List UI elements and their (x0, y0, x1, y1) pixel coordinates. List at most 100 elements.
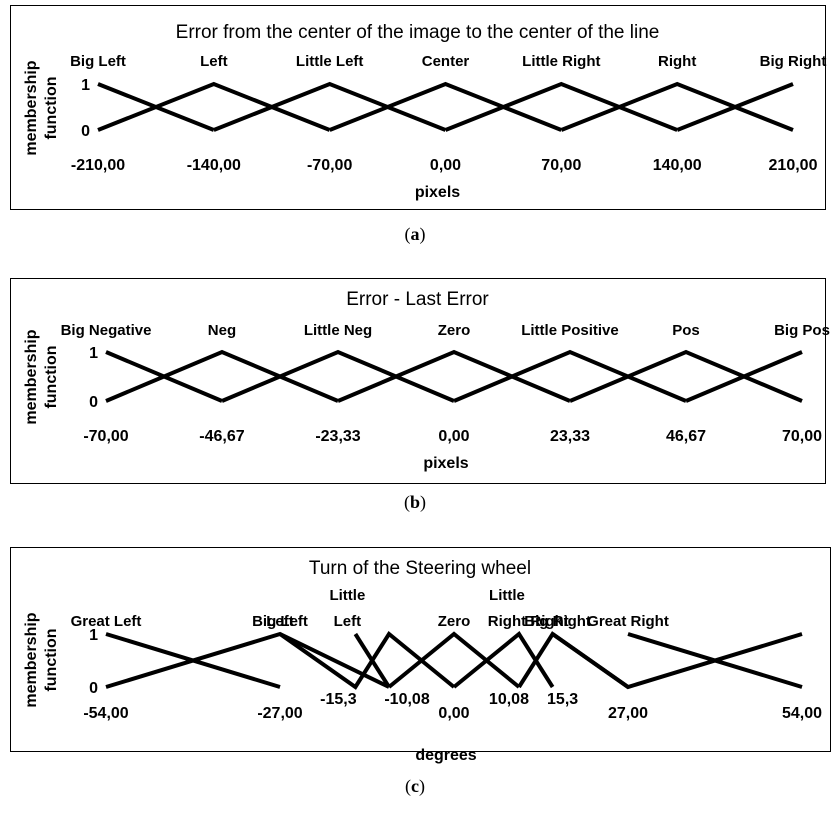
y-axis-label: membership (23, 612, 40, 707)
x-inner-tick-label: -10,08 (384, 691, 429, 708)
y-tick-label: 1 (81, 77, 90, 94)
chart-frame (10, 278, 826, 484)
x-tick-label: 210,00 (769, 157, 818, 174)
x-tick-label: 0,00 (430, 157, 461, 174)
set-label-big-left: Big Left (252, 613, 308, 630)
membership-line-little-positive (453, 349, 687, 403)
x-tick-label: 54,00 (782, 705, 822, 722)
x-tick-label: 46,67 (666, 428, 706, 445)
caption-letter: a (411, 224, 420, 244)
x-inner-tick-label: 15,3 (547, 691, 578, 708)
x-tick-label: -140,00 (187, 157, 241, 174)
membership-line-little-neg (221, 349, 455, 403)
y-tick-label: 1 (89, 627, 98, 644)
set-label-left: Left (266, 613, 294, 630)
x-tick-label: -46,67 (199, 428, 244, 445)
x-tick-label: 0,00 (438, 428, 469, 445)
x-inner-tick-label: 10,08 (489, 691, 529, 708)
caption-paren: ( (404, 492, 410, 513)
set-label-little-positive: Little Positive (521, 322, 619, 339)
membership-line-right (517, 631, 630, 689)
x-tick-label: -23,33 (315, 428, 360, 445)
set-label-little-right: Little Right (522, 53, 600, 70)
x-tick-label: 23,33 (550, 428, 590, 445)
set-label-big-negative: Big Negative (61, 322, 152, 339)
set-label-little-left: Little Left (296, 53, 364, 70)
set-label-big-right: Big Right (524, 613, 591, 630)
x-tick-label: 0,00 (438, 705, 469, 722)
y-axis-label: function (43, 76, 60, 139)
x-tick-label: 70,00 (782, 428, 822, 445)
membership-line-little-right (452, 631, 555, 689)
y-tick-label: 0 (89, 394, 98, 411)
set-label-right: Right (530, 613, 568, 630)
x-tick-label: 27,00 (608, 705, 648, 722)
y-axis-label: membership (23, 60, 40, 155)
y-tick-label: 1 (89, 345, 98, 362)
caption-paren: ( (405, 776, 411, 797)
set-label-big-right: Big Right (760, 53, 827, 70)
set-label-pos: Pos (672, 322, 700, 339)
set-label-great-left: Great Left (71, 613, 142, 630)
set-label-little-left: Little (329, 587, 365, 604)
x-tick-label: 70,00 (541, 157, 581, 174)
membership-line-little-left (353, 632, 391, 689)
y-axis-label: membership (23, 329, 40, 424)
membership-line-right (560, 81, 794, 132)
chart-title: Error - Last Error (346, 289, 489, 310)
caption-letter: b (410, 492, 420, 512)
membership-line-zero (337, 349, 571, 403)
membership-line-zero (387, 631, 521, 689)
caption-letter: c (411, 776, 419, 796)
membership-line-little-right (444, 81, 678, 132)
set-label-little-neg: Little Neg (304, 322, 372, 339)
panel-caption: (c) (405, 776, 425, 797)
set-label-zero: Zero (438, 322, 471, 339)
y-tick-label: 0 (81, 123, 90, 140)
membership-line-little-left (213, 81, 447, 132)
set-label-left: Left (200, 53, 228, 70)
y-axis-label: function (43, 628, 60, 691)
set-label-little-right: Little (489, 587, 525, 604)
caption-paren: ) (420, 224, 426, 245)
membership-line-pos (569, 349, 803, 403)
y-tick-label: 0 (89, 680, 98, 697)
y-axis-label: function (43, 345, 60, 408)
x-tick-label: -210,00 (71, 157, 125, 174)
caption-paren: ) (420, 492, 426, 513)
chart-frame (10, 5, 826, 210)
membership-line-great-right (627, 632, 803, 689)
membership-line-big-pos (685, 350, 803, 403)
set-label-big-pos: Big Pos (774, 322, 830, 339)
caption-paren: ( (405, 224, 411, 245)
chart-panel-c: Turn of the Steering wheel Great Left Big … (10, 547, 831, 797)
set-label-little-right: Right (488, 613, 526, 630)
panel-caption: (a) (405, 224, 426, 245)
membership-line-center (328, 81, 563, 132)
chart-title: Turn of the Steering wheel (309, 558, 531, 579)
x-tick-label: 140,00 (653, 157, 702, 174)
set-label-big-left: Big Left (70, 53, 126, 70)
membership-line-left (97, 81, 331, 132)
set-label-center: Center (422, 53, 470, 70)
membership-line-big-right (551, 632, 803, 690)
chart-panel-a: Error from the center of the image to th… (10, 5, 827, 245)
membership-line-neg (105, 349, 339, 403)
membership-line-big-right (676, 82, 794, 132)
x-tick-label: -27,00 (257, 705, 302, 722)
caption-paren: ) (419, 776, 425, 797)
x-tick-label: -70,00 (307, 157, 352, 174)
set-label-little-left: Left (334, 613, 362, 630)
x-tick-label: -54,00 (83, 705, 128, 722)
x-tick-label: -70,00 (83, 428, 128, 445)
set-label-right: Right (658, 53, 696, 70)
x-axis-label: pixels (415, 184, 460, 201)
chart-title: Error from the center of the image to th… (176, 22, 660, 43)
set-label-neg: Neg (208, 322, 236, 339)
chart-panel-b: Error - Last Error Big Negative Neg Little … (10, 278, 830, 513)
membership-line-left (278, 631, 456, 690)
panel-caption: (b) (404, 492, 426, 513)
x-axis-label: pixels (423, 455, 468, 472)
set-label-zero: Zero (438, 613, 471, 630)
set-label-great-right: Great Right (587, 613, 669, 630)
